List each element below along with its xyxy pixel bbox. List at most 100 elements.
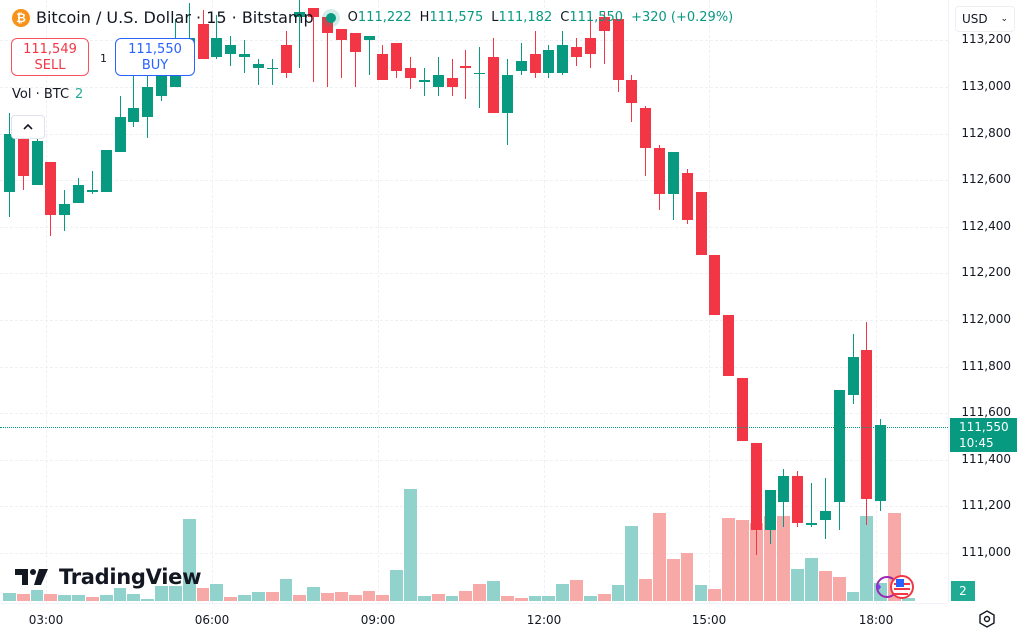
volume-bar — [182, 518, 196, 601]
candle-up — [363, 35, 375, 41]
candle-wick — [451, 59, 453, 97]
price-chart-pane[interactable]: ₿ Bitcoin / U.S. Dollar · 15 · Bitstamp … — [0, 0, 948, 603]
grid-line-horizontal — [0, 180, 948, 182]
buy-price: 111,550 — [128, 42, 182, 57]
grid-line-horizontal — [0, 273, 948, 275]
candle-down — [529, 54, 541, 73]
volume-bar — [708, 589, 722, 601]
candle-up — [211, 38, 223, 57]
currency-select[interactable]: USD ⌄ — [955, 6, 1015, 32]
chevron-down-icon: ⌄ — [1000, 14, 1008, 24]
price-tick-label: 111,600 — [961, 405, 1011, 420]
volume-bar — [860, 515, 874, 601]
candle-up — [114, 117, 126, 153]
candle-up — [73, 184, 85, 204]
volume-bar — [390, 569, 404, 601]
volume-bar — [846, 592, 860, 601]
settings-icon[interactable] — [977, 609, 997, 629]
volume-bar — [127, 594, 141, 601]
volume-bar — [321, 593, 334, 601]
ohlc-low: L111,182 — [491, 10, 553, 25]
last-price-line — [0, 427, 948, 428]
price-tick-label: 112,000 — [961, 312, 1011, 326]
time-tick-label: 09:00 — [360, 613, 396, 627]
grid-line-horizontal — [0, 40, 948, 42]
candle-up — [515, 61, 527, 71]
price-tick-label: 111,400 — [961, 451, 1011, 466]
candle-wick — [313, 7, 315, 83]
price-axis[interactable]: 113,200 113,000 112,800 112,600 112,400 112,2… — [948, 0, 1024, 603]
buy-button[interactable]: 111,550 BUY — [115, 38, 195, 76]
candle-up — [128, 107, 140, 122]
volume-bar — [805, 558, 818, 601]
chevron-up-icon — [23, 124, 33, 130]
volume-bar — [500, 596, 514, 601]
candle-down — [488, 56, 500, 113]
ohlc-change: +320 (+0.29%) — [631, 10, 734, 25]
candle-up — [875, 424, 887, 502]
volume-bar — [611, 585, 625, 601]
volume-legend[interactable]: Vol · BTC 2 — [12, 87, 83, 102]
candle-down — [584, 38, 596, 55]
candle-wick — [327, 17, 329, 87]
price-tick-label: 111,000 — [961, 545, 1011, 559]
volume-bar — [763, 515, 777, 601]
candle-down — [709, 254, 721, 316]
volume-bar — [210, 583, 224, 601]
volume-bar — [85, 597, 99, 601]
collapse-legend-button[interactable] — [11, 115, 45, 139]
volume-bar — [514, 598, 528, 601]
candle-wick — [340, 28, 342, 78]
candle-down — [654, 147, 665, 195]
candle-wick — [257, 59, 259, 85]
candle-up — [100, 149, 112, 192]
grid-line-horizontal — [0, 506, 948, 508]
sell-button[interactable]: 111,549 SELL — [11, 38, 89, 76]
candle-down — [335, 28, 347, 41]
candle-up — [833, 389, 845, 502]
market-open-status-icon — [325, 12, 336, 23]
ohlc-close: C111,550 — [560, 10, 624, 25]
bitcoin-icon: ₿ — [12, 8, 30, 27]
volume-bar — [224, 597, 238, 601]
sell-price: 111,549 — [23, 42, 77, 57]
time-tick-label: 18:00 — [858, 613, 894, 627]
volume-bar — [473, 583, 487, 601]
volume-bar — [251, 592, 265, 601]
volume-bar — [653, 512, 666, 601]
tradingview-logo[interactable]: TradingView — [15, 565, 201, 589]
grid-line-vertical — [212, 0, 213, 603]
candle-wick — [354, 33, 356, 87]
volume-bar — [293, 595, 307, 601]
ohlc-high: H111,575 — [419, 10, 484, 25]
candle-up — [557, 45, 569, 73]
symbol-legend[interactable]: ₿ Bitcoin / U.S. Dollar · 15 · Bitstamp … — [12, 8, 741, 27]
candle-up — [543, 49, 555, 74]
candle-up — [819, 511, 831, 521]
candle-wick — [479, 47, 481, 108]
price-tick-label: 113,000 — [961, 79, 1011, 93]
candle-down — [861, 350, 873, 500]
volume-bar — [777, 515, 791, 601]
volume-bar — [459, 591, 473, 601]
candle-down — [695, 191, 707, 255]
candle-wick — [368, 35, 370, 76]
candle-down — [280, 45, 292, 73]
grid-line-horizontal — [0, 366, 948, 368]
volume-bar — [583, 596, 597, 601]
price-tick-label: 111,800 — [961, 358, 1011, 373]
candle-down — [612, 19, 624, 80]
tradingview-wordmark: TradingView — [59, 565, 202, 589]
volume-bar — [44, 594, 58, 601]
grid-line-vertical — [46, 0, 47, 603]
candle-up — [59, 203, 71, 216]
economic-events-icon[interactable] — [869, 573, 917, 601]
symbol-title[interactable]: Bitcoin / U.S. Dollar · 15 · Bitstamp — [36, 8, 314, 27]
time-axis[interactable]: 03:00 06:00 09:00 12:00 15:00 18:00 — [0, 603, 948, 640]
candle-down — [598, 17, 610, 32]
volume-bar — [168, 586, 182, 601]
volume-bar — [625, 526, 639, 601]
candle-up — [239, 54, 251, 57]
volume-bar — [155, 586, 168, 601]
candle-wick — [91, 170, 93, 195]
